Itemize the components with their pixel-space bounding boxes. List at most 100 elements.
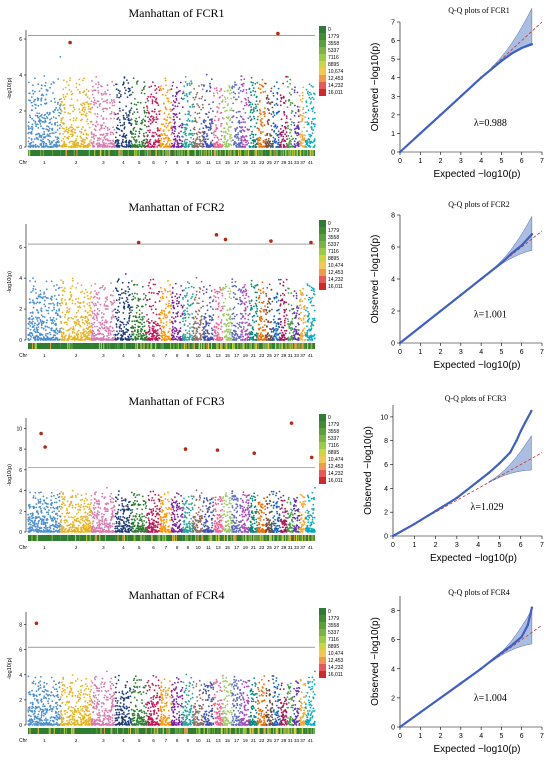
snp-point bbox=[256, 315, 259, 318]
snp-point bbox=[132, 284, 135, 286]
snp-point bbox=[302, 134, 304, 137]
snp-point bbox=[110, 320, 113, 323]
snp-point bbox=[115, 299, 118, 302]
snp-point bbox=[160, 328, 163, 331]
snp-point bbox=[231, 121, 234, 124]
snp-point bbox=[205, 125, 208, 128]
snp-point bbox=[232, 115, 235, 117]
snp-point bbox=[171, 108, 174, 111]
snp-point bbox=[239, 298, 242, 301]
snp-point bbox=[117, 117, 120, 119]
snp-point bbox=[49, 316, 52, 319]
snp-point bbox=[47, 309, 49, 312]
snp-point bbox=[68, 308, 71, 310]
snp-point bbox=[96, 312, 99, 314]
snp-point bbox=[52, 92, 54, 94]
snp-point bbox=[75, 323, 78, 325]
snp-point bbox=[221, 134, 223, 137]
snp-point bbox=[168, 137, 171, 140]
snp-point bbox=[293, 114, 296, 117]
snp-point bbox=[167, 113, 170, 115]
snp-point bbox=[122, 332, 125, 334]
snp-point bbox=[73, 335, 76, 338]
snp-point bbox=[128, 333, 131, 336]
snp-point bbox=[99, 324, 102, 326]
snp-point bbox=[96, 144, 99, 147]
snp-point bbox=[102, 284, 104, 287]
density-band-mark bbox=[246, 150, 248, 156]
snp-point bbox=[107, 332, 110, 335]
snp-point bbox=[222, 106, 225, 109]
snp-point bbox=[164, 77, 167, 80]
snp-point bbox=[50, 123, 53, 126]
snp-point bbox=[174, 95, 177, 98]
snp-point bbox=[97, 328, 99, 331]
snp-point bbox=[188, 282, 191, 285]
snp-point bbox=[90, 121, 93, 123]
snp-point bbox=[245, 294, 248, 297]
snp-point bbox=[292, 137, 295, 140]
snp-point bbox=[211, 143, 213, 146]
snp-point bbox=[155, 324, 158, 327]
snp-point bbox=[178, 112, 181, 114]
snp-point bbox=[146, 145, 149, 148]
density-band-mark bbox=[273, 150, 275, 156]
snp-point bbox=[121, 124, 124, 127]
snp-point bbox=[268, 102, 271, 105]
snp-point bbox=[226, 132, 229, 135]
snp-point bbox=[237, 327, 240, 329]
density-band-segment bbox=[249, 150, 258, 156]
x-tick-label: 2 bbox=[439, 158, 443, 165]
snp-point bbox=[55, 298, 58, 301]
snp-point bbox=[116, 290, 119, 293]
snp-point bbox=[123, 86, 126, 89]
snp-point bbox=[209, 296, 212, 298]
snp-point bbox=[232, 308, 235, 310]
snp-point bbox=[248, 313, 251, 315]
snp-point bbox=[96, 319, 99, 322]
snp-point bbox=[183, 94, 186, 97]
snp-point bbox=[82, 331, 85, 334]
snp-point bbox=[89, 306, 92, 309]
snp-point bbox=[221, 331, 224, 333]
snp-point bbox=[59, 328, 61, 330]
snp-point bbox=[68, 89, 71, 91]
snp-point bbox=[210, 290, 213, 292]
snp-point bbox=[224, 131, 227, 134]
snp-point bbox=[48, 139, 51, 142]
snp-point bbox=[249, 111, 252, 113]
snp-point bbox=[62, 88, 65, 91]
snp-point bbox=[94, 302, 97, 305]
snp-point bbox=[77, 309, 80, 312]
snp-point bbox=[131, 309, 134, 312]
snp-point bbox=[102, 118, 104, 121]
snp-point bbox=[135, 306, 138, 309]
snp-point bbox=[118, 96, 120, 99]
snp-point bbox=[94, 290, 96, 292]
snp-point bbox=[255, 100, 258, 102]
snp-point bbox=[227, 128, 229, 131]
snp-point bbox=[42, 144, 45, 147]
snp-point bbox=[247, 318, 250, 321]
snp-point bbox=[105, 338, 107, 341]
snp-point bbox=[312, 118, 314, 120]
snp-point bbox=[63, 145, 66, 148]
snp-point bbox=[202, 138, 205, 141]
snp-point bbox=[309, 141, 312, 144]
snp-point bbox=[93, 332, 95, 335]
snp-point bbox=[210, 327, 213, 330]
snp-point bbox=[230, 140, 233, 143]
snp-point bbox=[222, 286, 225, 289]
snp-point bbox=[194, 119, 197, 121]
snp-point bbox=[181, 306, 184, 309]
snp-point bbox=[115, 131, 118, 134]
snp-point bbox=[246, 333, 248, 335]
snp-point bbox=[36, 114, 39, 117]
snp-point bbox=[89, 292, 92, 295]
snp-point bbox=[53, 308, 55, 311]
snp-point bbox=[111, 302, 113, 304]
snp-point bbox=[175, 97, 178, 100]
snp-point bbox=[242, 129, 244, 131]
snp-point bbox=[258, 294, 261, 297]
snp-point bbox=[303, 145, 305, 148]
